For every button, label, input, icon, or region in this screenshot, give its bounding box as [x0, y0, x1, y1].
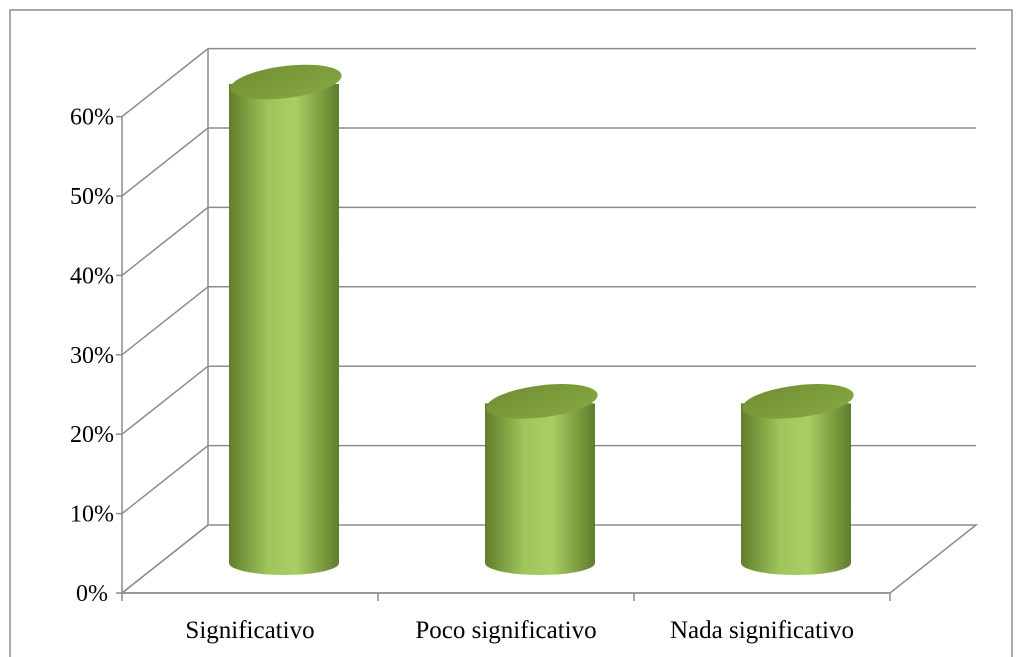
chart-border	[9, 9, 1013, 657]
axis-layer	[116, 48, 891, 601]
y-tick-label: 10%	[70, 502, 114, 528]
gridline-side	[121, 127, 209, 197]
labels-layer: 0% 10% 20% 30% 40% 50% 60% Significativo Poco si…	[70, 105, 854, 644]
gridline-side	[121, 445, 209, 515]
y-tick-label: 20%	[70, 422, 114, 448]
bar-body	[741, 403, 851, 575]
y-tick-label: 30%	[70, 343, 114, 369]
x-tick-label: Nada significativo	[670, 617, 854, 644]
y-tick-label: 50%	[70, 184, 114, 210]
bar-top	[742, 384, 854, 419]
gridline-side	[121, 365, 209, 435]
bar-cylinder	[485, 384, 598, 575]
gridline-side	[121, 48, 209, 118]
gridline-side	[121, 206, 209, 276]
bar-top	[486, 384, 598, 419]
bar-body	[229, 84, 339, 575]
bars-layer	[229, 64, 854, 575]
x-tick-label: Significativo	[185, 617, 314, 644]
y-tick-label: 40%	[70, 263, 114, 289]
x-tick-label: Poco significativo	[415, 617, 596, 644]
bar-body	[485, 403, 595, 575]
y-tick-label: 60%	[70, 105, 114, 131]
y-tick-label: 0%	[76, 581, 108, 607]
bar-cylinder	[741, 384, 854, 575]
bar-cylinder	[229, 64, 342, 575]
gridline-side	[121, 286, 209, 356]
bar-top	[230, 64, 342, 100]
